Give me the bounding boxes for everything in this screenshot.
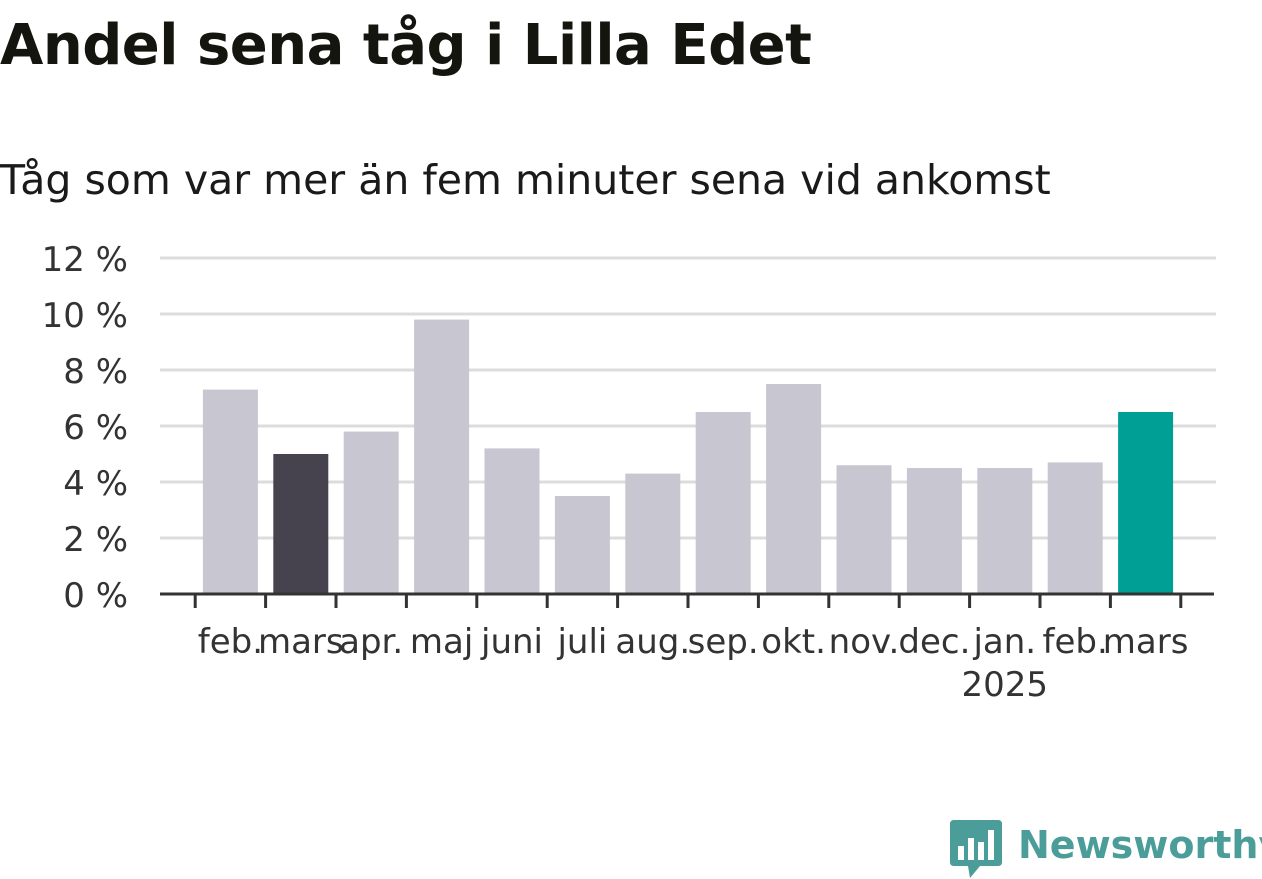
- x-tick-label: nov.: [829, 622, 900, 662]
- y-tick-label: 8 %: [63, 352, 128, 392]
- bar-12: [977, 468, 1033, 594]
- x-tick-label: apr.: [339, 622, 403, 662]
- bar-3: [343, 431, 399, 594]
- bar-10: [836, 465, 892, 594]
- brand-footer: Newsworthy: [950, 818, 1262, 878]
- bar-6: [554, 496, 610, 594]
- bar-7: [625, 473, 681, 594]
- bar-8: [695, 412, 751, 594]
- x-year-label: 2025: [962, 665, 1049, 705]
- chart-bars: [202, 319, 1174, 594]
- brand-name: Newsworthy: [1018, 823, 1262, 867]
- x-tick-label: maj: [410, 622, 473, 662]
- x-tick-label: jan.: [972, 622, 1036, 662]
- x-axis: [160, 592, 1214, 608]
- x-tick-label: sep.: [688, 622, 759, 662]
- chart-title: Andel sena tåg i Lilla Edet: [0, 13, 812, 78]
- y-tick-label: 10 %: [42, 296, 128, 336]
- x-tick-label: juli: [556, 622, 607, 662]
- x-tick-label: feb.: [198, 622, 263, 662]
- x-tick-label: aug.: [615, 622, 690, 662]
- y-tick-label: 12 %: [42, 240, 128, 280]
- bar-9: [766, 384, 822, 594]
- chart-gridlines: [160, 256, 1216, 540]
- x-tick-label: juni: [480, 622, 543, 662]
- y-tick-label: 4 %: [63, 464, 128, 504]
- y-tick-label: 0 %: [63, 576, 128, 616]
- chart-subtitle: Tåg som var mer än fem minuter sena vid …: [0, 156, 1051, 204]
- x-tick-label: mars: [258, 622, 344, 662]
- bar-1: [202, 389, 258, 594]
- x-tick-label: dec.: [898, 622, 970, 662]
- y-tick-label: 6 %: [63, 408, 128, 448]
- bar-13: [1047, 462, 1103, 594]
- x-tick-label: feb.: [1043, 622, 1108, 662]
- bar-chart-bubble-icon: [950, 820, 1002, 878]
- bar-2: [273, 454, 329, 594]
- x-tick-label: mars: [1103, 622, 1189, 662]
- bar-4: [414, 319, 470, 594]
- y-tick-label: 2 %: [63, 520, 128, 560]
- bar-14: [1118, 412, 1174, 594]
- bar-5: [484, 448, 540, 594]
- y-axis-labels: 0 % 2 % 4 % 6 % 8 % 10 % 12 %: [42, 240, 128, 616]
- bar-11: [906, 468, 962, 594]
- x-tick-label: okt.: [761, 622, 826, 662]
